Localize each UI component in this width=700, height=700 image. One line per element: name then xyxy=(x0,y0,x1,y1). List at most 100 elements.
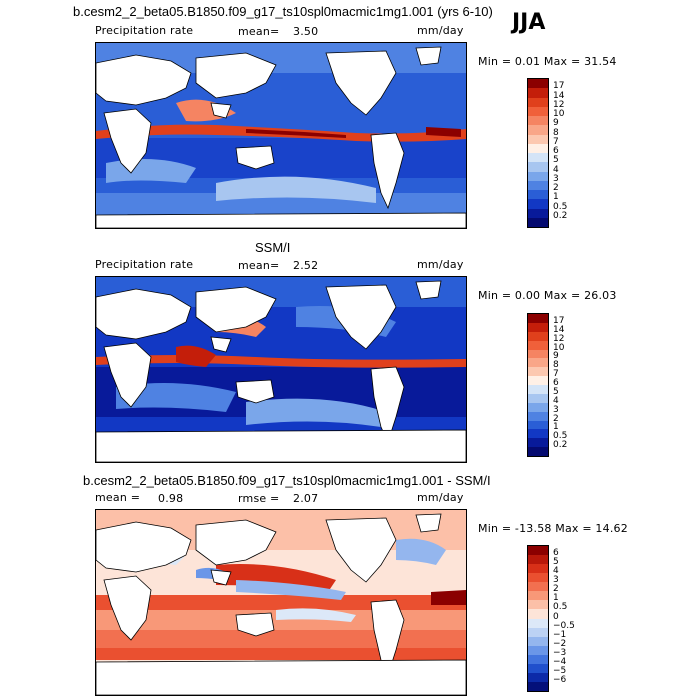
colorbar-swatch xyxy=(528,681,548,691)
colorbar-swatch xyxy=(528,358,548,368)
panel3-subtitle: b.cesm2_2_beta05.B1850.f09_g17_ts10spl0m… xyxy=(83,473,491,488)
colorbar-tick-label: 9 xyxy=(553,118,559,129)
colorbar-swatch xyxy=(528,402,548,412)
colorbar-tick-label: −5 xyxy=(553,665,567,676)
colorbar-tick-label: 3 xyxy=(553,575,559,586)
colorbar-swatch xyxy=(528,663,548,673)
colorbar-tick-label: 3 xyxy=(553,404,559,415)
colorbar-tick-label: 7 xyxy=(553,136,559,147)
panel3-units: mm/day xyxy=(417,491,464,504)
colorbar-tick-label: 6 xyxy=(553,378,559,388)
colorbar-tick-label: 1 xyxy=(553,422,559,433)
colorbar-tick-label: 0.5 xyxy=(553,602,568,613)
colorbar-tick-label: −2 xyxy=(553,638,567,649)
colorbar-swatch xyxy=(528,349,548,359)
colorbar-swatch xyxy=(528,564,548,574)
colorbar-tick-label: 0 xyxy=(553,611,559,622)
colorbar-swatch xyxy=(528,162,548,172)
colorbar-swatch xyxy=(528,134,548,144)
panel1-map-svg xyxy=(96,43,466,228)
colorbar-tick-label: 0.2 xyxy=(553,210,568,221)
panel2-mean-value: 2.52 xyxy=(293,259,319,272)
season-label: JJA xyxy=(512,10,546,35)
colorbar-swatch xyxy=(528,591,548,601)
colorbar-tick-label: −4 xyxy=(553,656,567,667)
colorbar-tick-label: 2 xyxy=(553,183,559,193)
colorbar-swatch xyxy=(528,438,548,448)
colorbar-tick-label: 5 xyxy=(553,155,559,166)
panel3-rmse-label: rmse = xyxy=(238,492,280,505)
colorbar-tick-label: 17 xyxy=(553,81,565,92)
panel3-min-max: Min = -13.58 Max = 14.62 xyxy=(478,522,628,535)
colorbar-tick-label: 0.5 xyxy=(553,431,568,442)
colorbar-tick-label: 2 xyxy=(553,413,559,424)
colorbar-swatch xyxy=(528,88,548,98)
colorbar-swatch xyxy=(528,447,548,456)
colorbar-tick-label: 0.5 xyxy=(553,201,568,212)
panel3-mean-label: mean = xyxy=(95,491,141,504)
colorbar-tick-label: −0.5 xyxy=(553,620,575,631)
colorbar-swatch xyxy=(528,199,548,209)
panel3-mean-value: 0.98 xyxy=(158,492,184,505)
colorbar-swatch xyxy=(528,555,548,565)
colorbar-tick-label: 17 xyxy=(553,315,565,326)
colorbar-tick-label: 12 xyxy=(553,333,565,344)
colorbar-tick-label: 8 xyxy=(553,360,559,371)
colorbar-tick-label: 3 xyxy=(553,173,559,184)
colorbar-swatch xyxy=(528,672,548,682)
panel1-mean-label: mean= xyxy=(238,25,280,38)
colorbar-tick-label: 10 xyxy=(553,342,565,353)
colorbar-tick-label: 2 xyxy=(553,584,559,595)
panel3-map-svg xyxy=(96,510,466,695)
colorbar-tick-label: 4 xyxy=(553,566,559,577)
colorbar-swatch xyxy=(528,153,548,163)
panel2-colorbar xyxy=(527,313,549,457)
colorbar-swatch xyxy=(528,217,548,227)
colorbar-tick-label: −6 xyxy=(553,674,567,685)
colorbar-swatch xyxy=(528,97,548,107)
panel1-min-max: Min = 0.01 Max = 31.54 xyxy=(478,55,617,68)
colorbar-swatch xyxy=(528,627,548,637)
colorbar-tick-label: 1 xyxy=(553,192,559,203)
colorbar-tick-label: 14 xyxy=(553,90,565,101)
colorbar-tick-label: 6 xyxy=(553,548,559,559)
panel2-subtitle: SSM/I xyxy=(255,240,291,255)
colorbar-swatch xyxy=(528,600,548,610)
panel2-mean-label: mean= xyxy=(238,259,280,272)
colorbar-swatch xyxy=(528,376,548,385)
panel1-mean-value: 3.50 xyxy=(293,25,319,38)
colorbar-swatch xyxy=(528,143,548,153)
colorbar-tick-label: 5 xyxy=(553,557,559,568)
colorbar-tick-label: −1 xyxy=(553,629,567,640)
colorbar-swatch xyxy=(528,393,548,403)
panel1-colorbar xyxy=(527,78,549,228)
colorbar-tick-label: 1 xyxy=(553,593,559,604)
colorbar-tick-label: 6 xyxy=(553,146,559,156)
colorbar-tick-label: 0.2 xyxy=(553,440,568,451)
panel2-units: mm/day xyxy=(417,258,464,271)
colorbar-swatch xyxy=(528,116,548,126)
panel1-map xyxy=(95,42,467,229)
colorbar-swatch xyxy=(528,171,548,181)
run-title: b.cesm2_2_beta05.B1850.f09_g17_ts10spl0m… xyxy=(73,4,493,19)
colorbar-tick-label: 14 xyxy=(553,324,565,335)
panel1-variable-label: Precipitation rate xyxy=(95,24,194,37)
panel2-variable-label: Precipitation rate xyxy=(95,258,194,271)
colorbar-swatch xyxy=(528,573,548,583)
colorbar-swatch xyxy=(528,609,548,619)
colorbar-tick-label: 12 xyxy=(553,99,565,110)
colorbar-swatch xyxy=(528,546,548,556)
colorbar-swatch xyxy=(528,429,548,439)
colorbar-tick-label: −3 xyxy=(553,647,567,658)
colorbar-swatch xyxy=(528,331,548,341)
panel3-rmse-value: 2.07 xyxy=(293,492,319,505)
colorbar-swatch xyxy=(528,314,548,323)
colorbar-tick-label: 9 xyxy=(553,351,559,362)
colorbar-swatch xyxy=(528,645,548,655)
colorbar-tick-label: 7 xyxy=(553,369,559,380)
colorbar-swatch xyxy=(528,79,548,89)
colorbar-tick-label: 8 xyxy=(553,127,559,138)
colorbar-swatch xyxy=(528,208,548,218)
colorbar-swatch xyxy=(528,367,548,377)
colorbar-swatch xyxy=(528,106,548,116)
